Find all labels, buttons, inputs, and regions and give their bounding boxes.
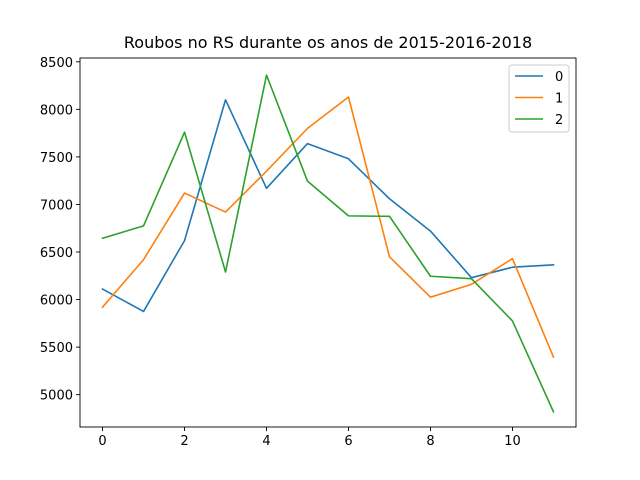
- series-line-2: [101, 74, 555, 413]
- y-tick-label: 8500: [40, 56, 73, 71]
- x-tick-label: 8: [426, 434, 434, 449]
- y-tick-label: 6500: [40, 246, 73, 261]
- legend-label-1: 1: [555, 92, 563, 107]
- y-tick-label: 7500: [40, 151, 73, 166]
- x-tick-label: 6: [344, 434, 352, 449]
- y-tick-label: 6000: [40, 294, 73, 309]
- x-tick-label: 10: [504, 434, 521, 449]
- axes-frame: [79, 57, 577, 428]
- y-tick-label: 7000: [40, 198, 73, 213]
- x-tick-label: 2: [180, 434, 188, 449]
- series-line-0: [101, 99, 555, 313]
- series-line-1: [101, 96, 555, 359]
- x-tick-label: 0: [98, 434, 106, 449]
- chart-title: Roubos no RS durante os anos de 2015-201…: [124, 33, 532, 52]
- legend-box: [508, 64, 570, 133]
- legend-label-2: 2: [555, 113, 563, 128]
- x-tick-label: 4: [262, 434, 270, 449]
- y-tick-label: 5000: [40, 389, 73, 404]
- y-tick-label: 5500: [40, 341, 73, 356]
- y-tick-label: 8000: [40, 103, 73, 118]
- legend-label-0: 0: [555, 70, 563, 85]
- plot-area: 0 2 4 6 8 10 5000 5500 6000 6500 7000 7500 8000 8500 0…: [40, 56, 577, 449]
